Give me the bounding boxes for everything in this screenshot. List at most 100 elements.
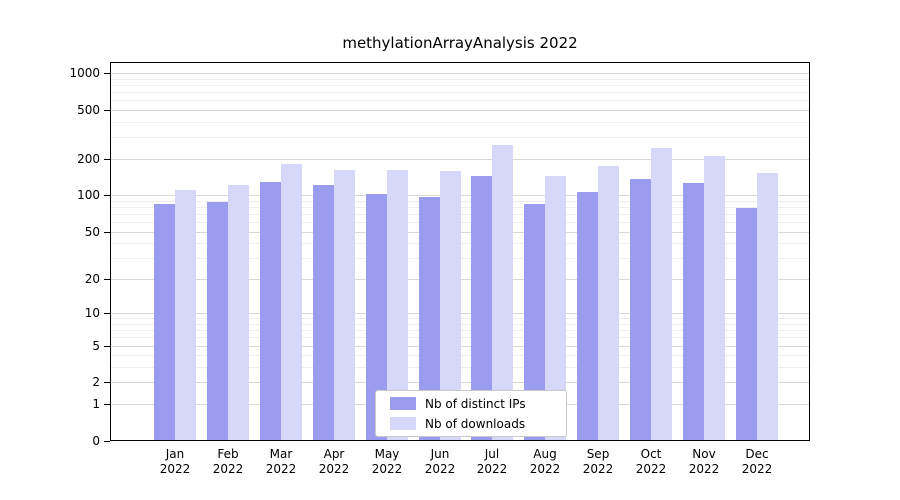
x-tick-month: Dec [745, 447, 769, 461]
bar-downloads [440, 171, 461, 441]
x-tick-year: 2022 [371, 462, 403, 476]
legend-label-distinct-ips: Nb of distinct IPs [425, 396, 526, 411]
bar-downloads [757, 173, 778, 441]
minor-gridline [110, 100, 810, 101]
x-tick-label: Apr 2022 [302, 447, 366, 477]
x-tick-label: Jan 2022 [143, 447, 207, 477]
major-gridline [110, 159, 810, 160]
x-tick-month: Feb [217, 447, 239, 461]
x-tick-year: 2022 [212, 462, 244, 476]
y-tick-label: 2 [92, 375, 100, 389]
legend: Nb of distinct IPs Nb of downloads [375, 390, 567, 437]
x-tick-year: 2022 [265, 462, 297, 476]
bar-downloads [387, 170, 408, 441]
x-tick-year: 2022 [318, 462, 350, 476]
major-gridline [110, 73, 810, 74]
bar-distinct-ips [577, 191, 598, 441]
bar-distinct-ips [154, 203, 175, 441]
y-tick-mark [104, 382, 110, 383]
legend-item-distinct-ips: Nb of distinct IPs [390, 396, 566, 412]
y-tick-mark [104, 110, 110, 111]
y-tick-mark [104, 232, 110, 233]
bar-distinct-ips [683, 183, 704, 441]
x-tick-year: 2022 [582, 462, 614, 476]
x-tick-month: Sep [586, 447, 610, 461]
x-tick-month: Jan [165, 447, 185, 461]
x-tick-year: 2022 [529, 462, 561, 476]
legend-swatch-downloads [390, 417, 416, 430]
bar-downloads [545, 175, 566, 441]
minor-gridline [110, 137, 810, 138]
x-tick-label: Oct 2022 [619, 447, 683, 477]
bar-downloads [704, 156, 725, 441]
bar-distinct-ips [313, 184, 334, 441]
x-tick-month: Nov [692, 447, 716, 461]
x-tick-label: Aug 2022 [513, 447, 577, 477]
y-tick-mark [104, 73, 110, 74]
y-tick-mark [104, 346, 110, 347]
x-tick-label: Jun 2022 [408, 447, 472, 477]
y-tick-label: 200 [77, 152, 100, 166]
minor-gridline [110, 122, 810, 123]
x-tick-year: 2022 [159, 462, 191, 476]
x-tick-year: 2022 [476, 462, 508, 476]
x-tick-year: 2022 [635, 462, 667, 476]
legend-item-downloads: Nb of downloads [390, 416, 566, 432]
x-tick-year: 2022 [741, 462, 773, 476]
legend-label-downloads: Nb of downloads [425, 416, 526, 431]
y-tick-label: 50 [84, 225, 100, 239]
x-tick-month: Aug [533, 447, 557, 461]
minor-gridline [110, 92, 810, 93]
major-gridline [110, 110, 810, 111]
x-tick-label: Feb 2022 [196, 447, 260, 477]
x-tick-label: Mar 2022 [249, 447, 313, 477]
bar-downloads [228, 184, 249, 441]
x-tick-label: Jul 2022 [460, 447, 524, 477]
x-tick-label: Sep 2022 [566, 447, 630, 477]
bar-distinct-ips [736, 208, 757, 441]
y-tick-mark [104, 313, 110, 314]
y-tick-mark [104, 404, 110, 405]
bar-downloads [281, 164, 302, 441]
x-tick-month: Jun [430, 447, 450, 461]
bar-downloads [492, 144, 513, 441]
bar-distinct-ips [419, 197, 440, 441]
x-tick-month: Oct [640, 447, 662, 461]
bar-downloads [598, 165, 619, 441]
x-tick-year: 2022 [424, 462, 456, 476]
chart-title: methylationArrayAnalysis 2022 [342, 34, 578, 52]
y-tick-label: 1000 [69, 66, 100, 80]
y-tick-mark [104, 441, 110, 442]
y-tick-label: 20 [84, 272, 100, 286]
bar-distinct-ips [471, 175, 492, 441]
y-tick-label: 1 [92, 397, 100, 411]
y-tick-label: 10 [84, 306, 100, 320]
x-tick-month: May [374, 447, 400, 461]
bar-distinct-ips [207, 201, 228, 441]
x-tick-month: Apr [323, 447, 345, 461]
bar-downloads [651, 147, 672, 441]
minor-gridline [110, 79, 810, 80]
x-tick-label: Nov 2022 [672, 447, 736, 477]
x-tick-month: Mar [269, 447, 293, 461]
x-tick-year: 2022 [688, 462, 720, 476]
legend-swatch-distinct-ips [390, 397, 416, 410]
y-tick-label: 5 [92, 339, 100, 353]
y-tick-label: 0 [92, 434, 100, 448]
bar-downloads [175, 190, 196, 441]
x-tick-label: May 2022 [355, 447, 419, 477]
y-tick-label: 100 [77, 188, 100, 202]
minor-gridline [110, 85, 810, 86]
y-tick-mark [104, 279, 110, 280]
x-tick-month: Jul [484, 447, 500, 461]
y-tick-label: 500 [77, 103, 100, 117]
bar-downloads [334, 170, 355, 441]
bar-distinct-ips [630, 179, 651, 441]
y-tick-mark [104, 195, 110, 196]
bar-distinct-ips [524, 203, 545, 441]
bar-distinct-ips [366, 193, 387, 441]
y-tick-mark [104, 159, 110, 160]
x-tick-label: Dec 2022 [725, 447, 789, 477]
bar-distinct-ips [260, 182, 281, 441]
